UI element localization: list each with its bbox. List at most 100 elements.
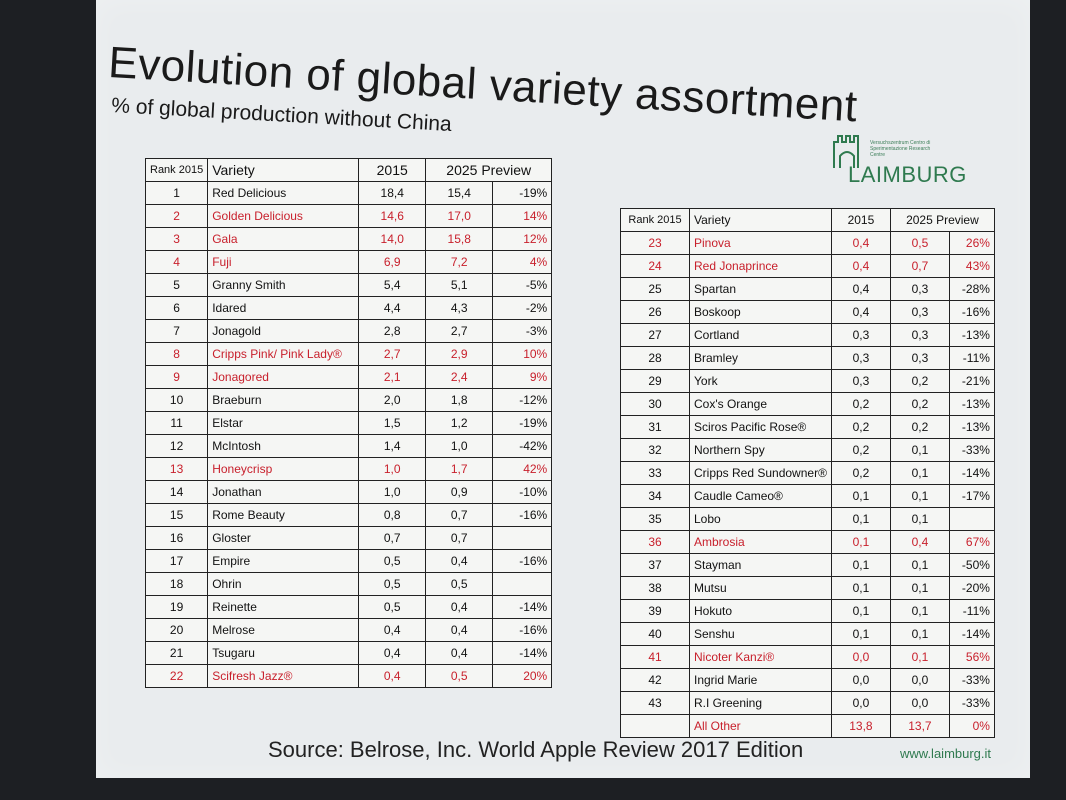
change-percent-cell: 43% (948, 254, 995, 278)
rank-cell: 13 (144, 457, 209, 481)
change-percent-cell: 26% (948, 231, 995, 255)
change-percent-cell: -12% (492, 388, 553, 412)
rank-cell: 39 (620, 599, 690, 623)
value-2025-cell: 0,1 (889, 622, 950, 646)
table-row: 19 Reinette 0,5 0,4 -14% (144, 595, 553, 619)
value-2025-cell: 0,0 (889, 691, 950, 715)
value-2015-cell: 0,3 (830, 323, 891, 347)
change-percent-cell: -16% (948, 300, 995, 324)
laimburg-logo: Versuchszentrum Centro di Sperimentazion… (832, 130, 982, 192)
table-row: 7 Jonagold 2,8 2,7 -3% (144, 319, 553, 343)
rank-cell: 9 (144, 365, 209, 389)
table-row: 32 Northern Spy 0,2 0,1 -33% (620, 438, 995, 462)
variety-cell: Idared (207, 296, 360, 320)
table-row: 33 Cripps Red Sundowner® 0,2 0,1 -14% (620, 461, 995, 485)
table-row: 18 Ohrin 0,5 0,5 (144, 572, 553, 596)
value-2025-cell: 0,5 (425, 572, 494, 596)
change-percent-cell: 12% (492, 227, 553, 251)
variety-cell: Rome Beauty (207, 503, 360, 527)
value-2015-cell: 1,5 (358, 411, 427, 435)
value-2015-cell: 1,4 (358, 434, 427, 458)
header-2025: 2025 Preview (889, 208, 995, 232)
value-2015-cell: 2,8 (358, 319, 427, 343)
value-2025-cell: 0,1 (889, 553, 950, 577)
table-row: 39 Hokuto 0,1 0,1 -11% (620, 599, 995, 623)
value-2015-cell: 0,1 (830, 599, 891, 623)
value-2025-cell: 0,1 (889, 507, 950, 531)
variety-cell: Scifresh Jazz® (207, 664, 360, 688)
value-2025-cell: 0,4 (425, 618, 494, 642)
rank-cell: 35 (620, 507, 690, 531)
variety-cell: Senshu (689, 622, 832, 646)
value-2025-cell: 0,3 (889, 277, 950, 301)
value-2025-cell: 17,0 (425, 204, 494, 228)
value-2015-cell: 6,9 (358, 250, 427, 274)
value-2025-cell: 2,7 (425, 319, 494, 343)
table-row: 24 Red Jonaprince 0,4 0,7 43% (620, 254, 995, 278)
variety-cell: Reinette (207, 595, 360, 619)
table-row: 6 Idared 4,4 4,3 -2% (144, 296, 553, 320)
change-percent-cell: 20% (492, 664, 553, 688)
change-percent-cell: -13% (948, 323, 995, 347)
variety-cell: Cripps Red Sundowner® (689, 461, 832, 485)
value-2025-cell: 0,4 (425, 549, 494, 573)
table-row: 11 Elstar 1,5 1,2 -19% (144, 411, 553, 435)
table-row: 2 Golden Delicious 14,6 17,0 14% (144, 204, 553, 228)
change-percent-cell: 67% (948, 530, 995, 554)
rank-cell: 4 (144, 250, 209, 274)
rank-cell: 7 (144, 319, 209, 343)
variety-cell: R.I Greening (689, 691, 832, 715)
value-2015-cell: 0,4 (358, 664, 427, 688)
change-percent-cell: -16% (492, 503, 553, 527)
value-2025-cell: 1,0 (425, 434, 494, 458)
value-2015-cell: 0,1 (830, 553, 891, 577)
rank-cell: 25 (620, 277, 690, 301)
table-header-row: Rank 2015 Variety 2015 2025 Preview (144, 158, 553, 182)
value-2025-cell: 0,5 (425, 664, 494, 688)
table-row: 8 Cripps Pink/ Pink Lady® 2,7 2,9 10% (144, 342, 553, 366)
table-row: 5 Granny Smith 5,4 5,1 -5% (144, 273, 553, 297)
change-percent-cell: -20% (948, 576, 995, 600)
table-row: 37 Stayman 0,1 0,1 -50% (620, 553, 995, 577)
value-2025-cell: 0,1 (889, 599, 950, 623)
value-2025-cell: 0,5 (889, 231, 950, 255)
value-2025-cell: 0,4 (425, 595, 494, 619)
value-2015-cell: 1,0 (358, 457, 427, 481)
change-percent-cell: -19% (492, 411, 553, 435)
rank-cell: 26 (620, 300, 690, 324)
rank-cell: 37 (620, 553, 690, 577)
table-row: 27 Cortland 0,3 0,3 -13% (620, 323, 995, 347)
change-percent-cell: 0% (948, 714, 995, 738)
header-2015: 2015 (830, 208, 891, 232)
rank-cell: 23 (620, 231, 690, 255)
value-2025-cell: 0,3 (889, 323, 950, 347)
table-row: 35 Lobo 0,1 0,1 (620, 507, 995, 531)
table-row: 21 Tsugaru 0,4 0,4 -14% (144, 641, 553, 665)
variety-cell: Northern Spy (689, 438, 832, 462)
variety-cell: Red Jonaprince (689, 254, 832, 278)
rank-cell: 28 (620, 346, 690, 370)
value-2025-cell: 13,7 (889, 714, 950, 738)
header-2015: 2015 (358, 158, 427, 182)
change-percent-cell: -11% (948, 599, 995, 623)
value-2025-cell: 0,4 (889, 530, 950, 554)
value-2015-cell: 0,5 (358, 595, 427, 619)
value-2015-cell: 0,4 (830, 231, 891, 255)
table-row: 14 Jonathan 1,0 0,9 -10% (144, 480, 553, 504)
rank-cell: 34 (620, 484, 690, 508)
variety-cell: Melrose (207, 618, 360, 642)
source-citation: Source: Belrose, Inc. World Apple Review… (268, 737, 804, 762)
rank-cell: 2 (144, 204, 209, 228)
change-percent-cell: -17% (948, 484, 995, 508)
value-2015-cell: 5,4 (358, 273, 427, 297)
change-percent-cell (948, 507, 995, 531)
value-2015-cell: 0,4 (358, 641, 427, 665)
value-2025-cell: 0,2 (889, 415, 950, 439)
value-2015-cell: 0,0 (830, 645, 891, 669)
value-2015-cell: 0,1 (830, 622, 891, 646)
variety-cell: Ohrin (207, 572, 360, 596)
rank-cell: 11 (144, 411, 209, 435)
variety-cell: Red Delicious (207, 181, 360, 205)
rank-cell: 38 (620, 576, 690, 600)
variety-cell: Hokuto (689, 599, 832, 623)
